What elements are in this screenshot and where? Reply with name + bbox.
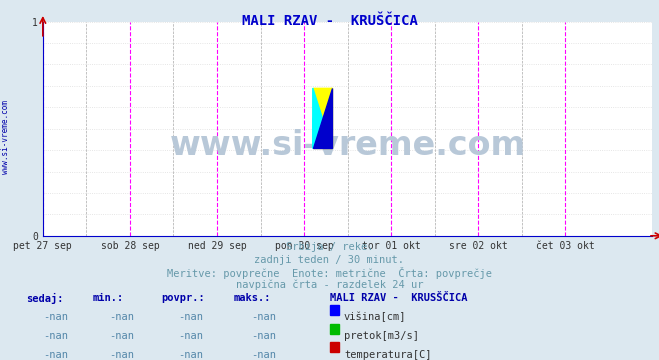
Polygon shape [313,88,332,118]
Text: temperatura[C]: temperatura[C] [344,350,432,360]
Text: pretok[m3/s]: pretok[m3/s] [344,331,419,341]
Text: www.si-vreme.com: www.si-vreme.com [169,129,526,162]
Text: -nan: -nan [251,312,276,322]
Text: -nan: -nan [251,350,276,360]
Text: -nan: -nan [109,312,134,322]
Text: sedaj:: sedaj: [26,293,64,305]
Text: -nan: -nan [109,350,134,360]
Text: višina[cm]: višina[cm] [344,312,407,323]
Text: -nan: -nan [251,331,276,341]
Text: www.si-vreme.com: www.si-vreme.com [1,100,10,174]
Text: zadnji teden / 30 minut.: zadnji teden / 30 minut. [254,255,405,265]
Text: povpr.:: povpr.: [161,293,205,303]
Polygon shape [313,88,332,118]
Text: MALI RZAV -  KRUSŠČICA: MALI RZAV - KRUSŠČICA [330,293,467,303]
Text: min.:: min.: [92,293,123,303]
Text: Meritve: povprečne  Enote: metrične  Črta: povprečje: Meritve: povprečne Enote: metrične Črta:… [167,267,492,279]
Text: -nan: -nan [43,312,69,322]
Text: maks.:: maks.: [234,293,272,303]
Text: -nan: -nan [179,350,204,360]
Polygon shape [313,88,332,148]
Text: -nan: -nan [179,331,204,341]
Text: -nan: -nan [109,331,134,341]
Text: MALI RZAV -  KRUŠČICA: MALI RZAV - KRUŠČICA [242,14,417,28]
Polygon shape [313,118,332,148]
Bar [313,88,332,148]
Text: navpična črta - razdelek 24 ur: navpična črta - razdelek 24 ur [236,279,423,289]
Polygon shape [313,88,332,148]
Text: Srbija / reke.: Srbija / reke. [286,242,373,252]
Text: -nan: -nan [179,312,204,322]
Text: -nan: -nan [43,350,69,360]
Text: -nan: -nan [43,331,69,341]
